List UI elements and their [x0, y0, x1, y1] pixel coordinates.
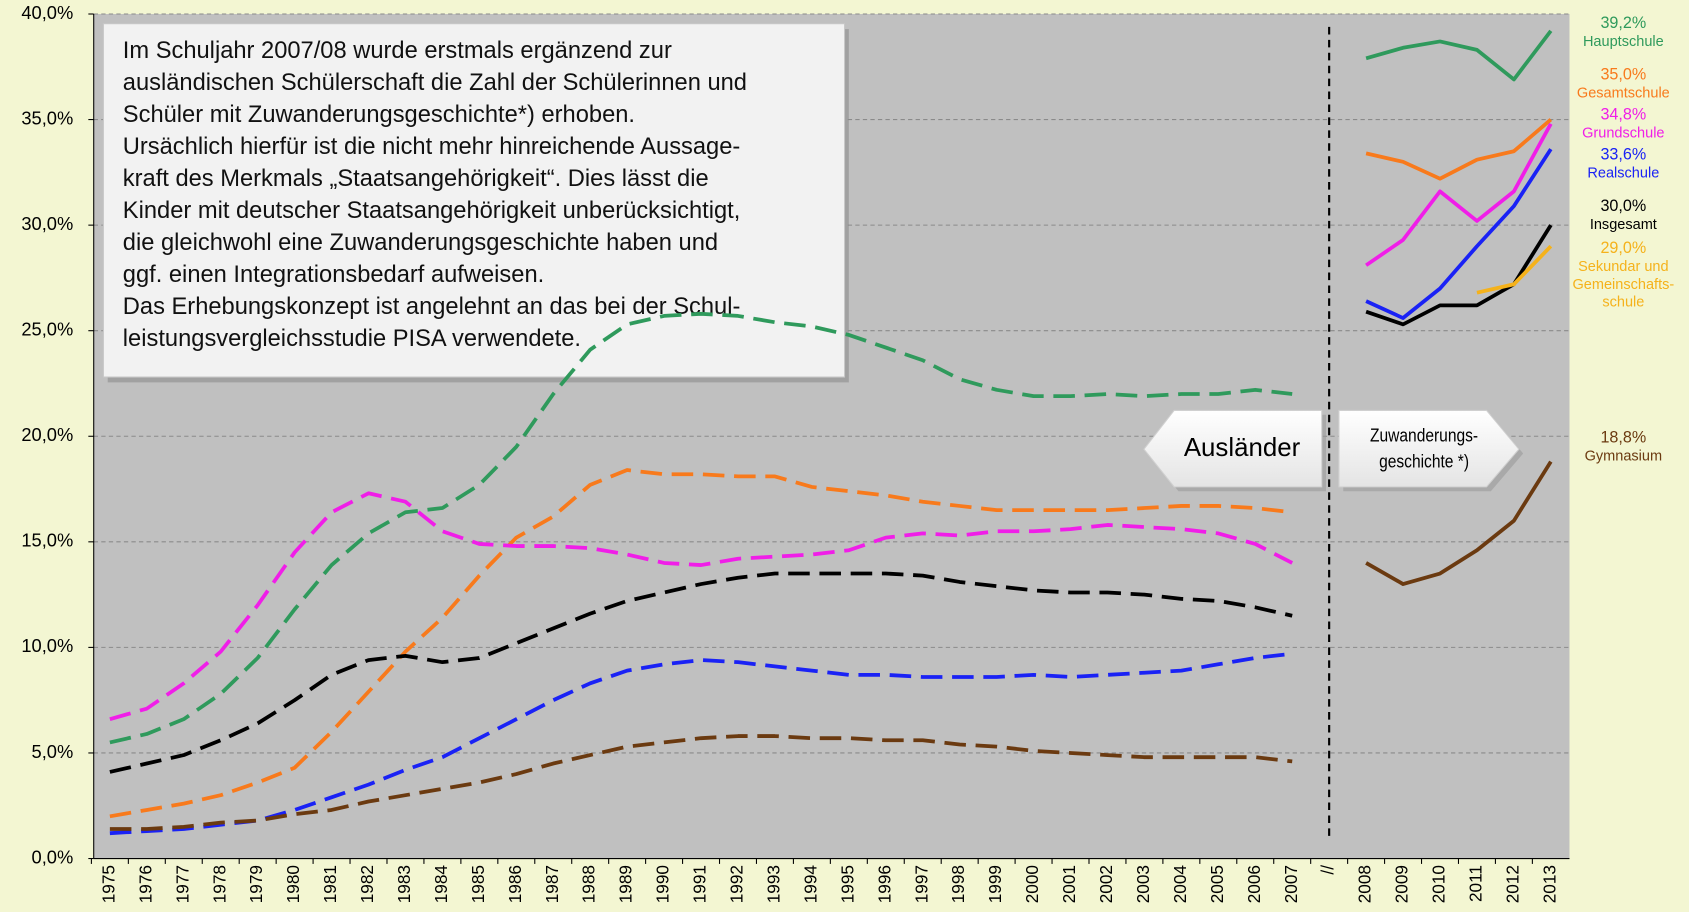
- x-tick-label: 2006: [1244, 865, 1264, 903]
- legend-label: Sekundar und Gemeinschafts-schule: [1572, 259, 1674, 311]
- x-tick-label: 1979: [246, 865, 266, 903]
- series-line: [109, 311, 1293, 745]
- x-tick-label: 1998: [948, 865, 968, 903]
- y-tick-label: 25,0%: [21, 319, 73, 340]
- series-line: [109, 734, 1293, 831]
- text-box-line: leistungsvergleichsstudie PISA verwendet…: [123, 326, 581, 352]
- x-tick-label: 1977: [172, 865, 192, 903]
- text-box-line: kraft des Merkmals „Staatsangehörigkeit“…: [123, 166, 709, 192]
- y-tick-label: 30,0%: [21, 213, 73, 234]
- text-box-line: Im Schuljahr 2007/08 wurde erstmals ergä…: [123, 38, 672, 64]
- x-tick-label: 1986: [505, 865, 525, 903]
- series-line: [1365, 148, 1553, 320]
- x-tick-label: 1985: [468, 865, 488, 903]
- x-tick-label: 1981: [320, 865, 340, 903]
- x-tick-label: //: [1318, 865, 1338, 875]
- x-tick-label: 2011: [1465, 865, 1485, 902]
- arrow-right-label: Zuwanderungs-geschichte *): [1370, 426, 1478, 472]
- legend-label: Gesamtschule: [1577, 86, 1670, 102]
- value-label: 34,8%: [1600, 106, 1646, 124]
- text-box-line: ausländischen Schülerschaft die Zahl der…: [123, 70, 747, 96]
- text-box-line: die gleichwohl eine Zuwanderungsgeschich…: [123, 230, 718, 256]
- series-line: [109, 651, 1293, 836]
- text-box-line: Das Erhebungskonzept ist angelehnt an da…: [123, 294, 741, 320]
- value-label: 39,2%: [1600, 14, 1646, 32]
- value-label: 35,0%: [1600, 66, 1646, 84]
- x-tick-label: 2007: [1281, 865, 1301, 903]
- x-tick-label: 2008: [1355, 865, 1375, 903]
- x-tick-label: 2013: [1539, 865, 1559, 903]
- x-tick-label: 1982: [357, 865, 377, 903]
- arrow-right: [1338, 409, 1520, 488]
- x-tick-label: 2001: [1059, 865, 1079, 903]
- text-box-line: Schüler mit Zuwanderungsgeschichte*) erh…: [123, 102, 635, 128]
- value-label: 18,8%: [1600, 429, 1646, 447]
- value-label: 30,0%: [1600, 197, 1646, 215]
- legend-label: Realschule: [1587, 165, 1659, 181]
- x-tick-label: 2009: [1392, 865, 1412, 903]
- arrow-left-label: Ausländer: [1184, 434, 1301, 462]
- x-tick-label: 2000: [1022, 865, 1042, 903]
- series-line: [109, 468, 1293, 819]
- series-line: [1365, 118, 1553, 181]
- x-tick-label: 2012: [1502, 865, 1522, 903]
- x-tick-label: 1996: [874, 865, 894, 903]
- value-label: 33,6%: [1600, 145, 1646, 163]
- chart-root: 0,0% 5,0% 10,0% 15,0% 20,0% 25,0% 30,0% 35,0% 40…: [21, 2, 1674, 903]
- x-tick-label: 1983: [394, 865, 414, 903]
- x-tick-label: 1984: [431, 865, 451, 904]
- series-line: [1476, 244, 1553, 295]
- x-tick-label: 1980: [283, 865, 303, 903]
- series-line: [109, 571, 1293, 774]
- y-tick-label: 40,0%: [21, 2, 73, 23]
- x-tick-label: 2010: [1429, 865, 1449, 903]
- x-tick-label: 1978: [209, 865, 229, 903]
- y-tick-label: 10,0%: [21, 635, 73, 656]
- x-tick-label: 1992: [727, 865, 747, 903]
- text-box-line: ggf. einen Integrationsbedarf aufweisen.: [123, 262, 544, 288]
- series-line: [1365, 122, 1553, 267]
- legend-label: Gymnasium: [1585, 449, 1663, 465]
- series-line: [109, 491, 1294, 721]
- legend-label: Grundschule: [1582, 125, 1664, 141]
- legend-label: Hauptschule: [1583, 34, 1664, 50]
- y-tick-label: 0,0%: [32, 846, 74, 867]
- series-line: [1365, 460, 1553, 586]
- value-label: 29,0%: [1600, 239, 1646, 257]
- y-tick-label: 15,0%: [21, 530, 73, 551]
- x-tick-label: 1989: [616, 865, 636, 903]
- x-tick-label: 1995: [837, 865, 857, 903]
- x-tick-label: 1975: [98, 865, 118, 903]
- x-tick-label: 1994: [800, 865, 820, 904]
- x-tick-label: 1991: [690, 865, 710, 903]
- series-line: [1365, 29, 1553, 82]
- x-tick-label: 2004: [1170, 865, 1190, 904]
- x-tick-label: 1990: [653, 865, 673, 903]
- text-box: [102, 23, 846, 378]
- x-tick-label: 2003: [1133, 865, 1153, 903]
- y-tick-label: 20,0%: [21, 424, 73, 445]
- series-line: [1365, 224, 1553, 327]
- x-tick-label: 1999: [985, 865, 1005, 903]
- x-tick-label: 1988: [579, 865, 599, 903]
- x-tick-label: 1976: [135, 865, 155, 903]
- legend-label: Insgesamt: [1590, 217, 1657, 233]
- arrow-left: [1143, 409, 1323, 488]
- text-box-line: Ursächlich hierfür ist die nicht mehr hi…: [123, 134, 741, 160]
- x-tick-label: 2005: [1207, 865, 1227, 903]
- x-tick-label: 2002: [1096, 865, 1116, 903]
- text-box-line: Kinder mit deutscher Staatsangehörigkeit…: [123, 198, 741, 224]
- x-tick-label: 1987: [542, 865, 562, 903]
- y-tick-label: 5,0%: [32, 741, 74, 762]
- y-tick-label: 35,0%: [21, 107, 73, 128]
- x-tick-label: 1997: [911, 865, 931, 903]
- x-tick-label: 1993: [763, 865, 783, 903]
